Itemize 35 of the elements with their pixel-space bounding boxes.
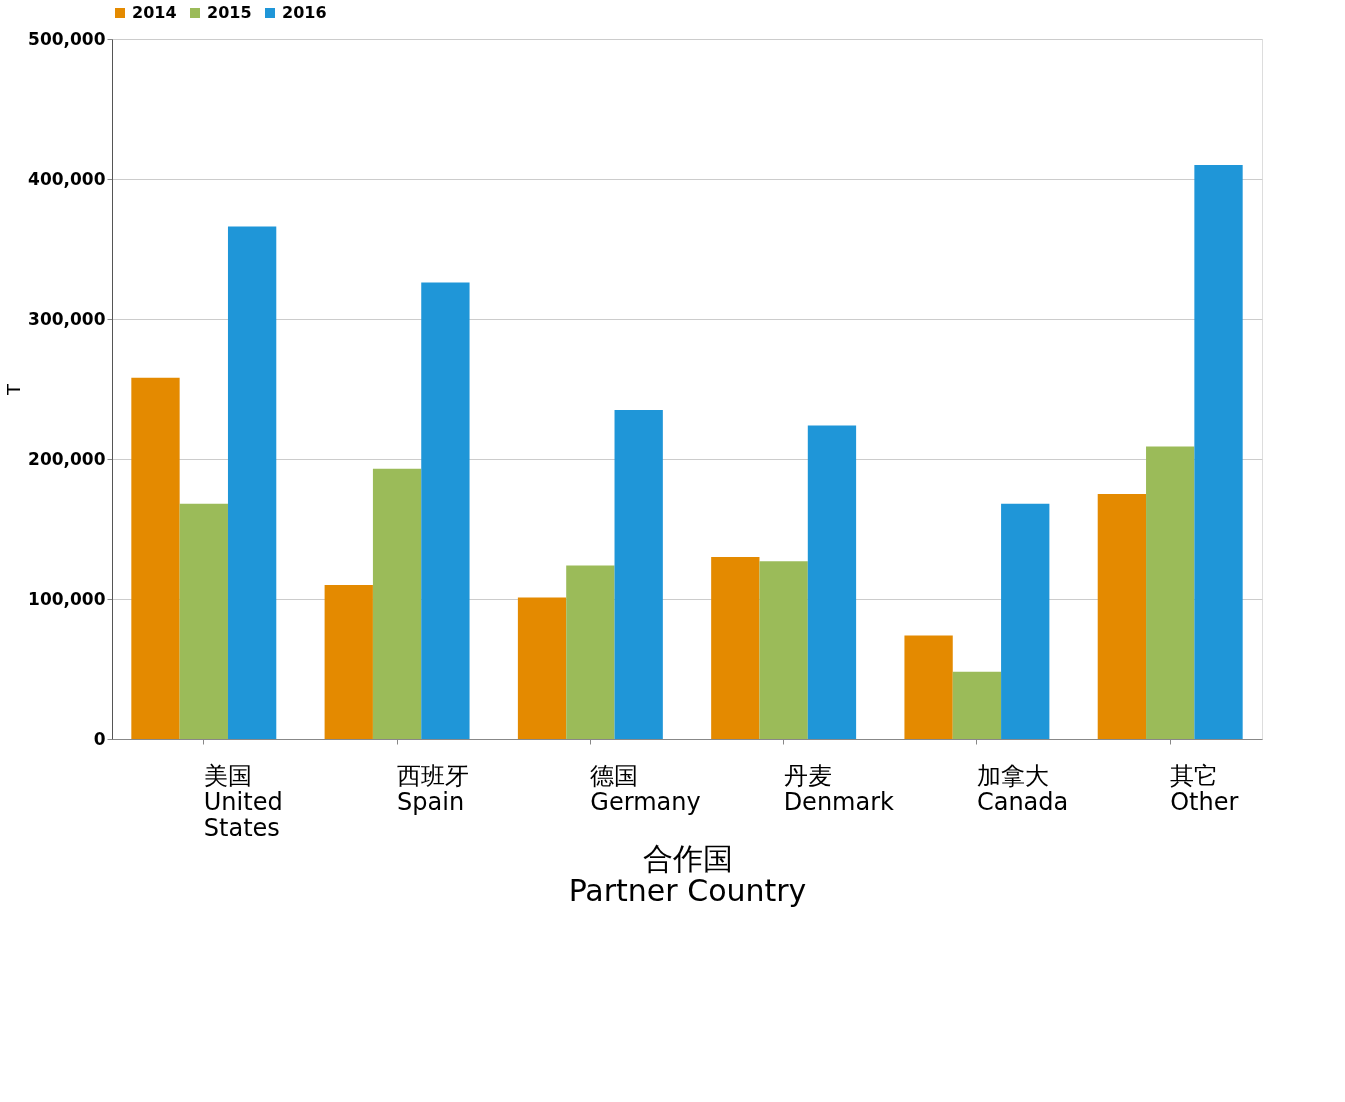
y-tick-label: 100,000 <box>28 588 106 609</box>
x-tick-label: 其它 Other <box>1170 761 1239 816</box>
bar <box>131 377 180 739</box>
bar <box>711 557 760 739</box>
bar <box>324 585 373 739</box>
y-tick-label: 400,000 <box>28 168 106 189</box>
x-tick-label: 西班牙 Spain <box>397 761 470 816</box>
bar <box>1146 446 1195 739</box>
x-tick-label: 丹麦 Denmark <box>783 761 895 816</box>
bar <box>1001 503 1050 739</box>
bar <box>807 425 857 739</box>
x-tick-label: 德国 Germany <box>590 761 701 816</box>
bar <box>421 282 470 739</box>
legend-label: 2015 <box>207 3 252 22</box>
x-tick-label: 加拿大 Canada <box>976 761 1069 816</box>
bar <box>1097 494 1147 739</box>
bar <box>179 503 228 739</box>
bar <box>759 561 808 739</box>
y-tick-label: 0 <box>93 728 106 749</box>
bar <box>566 565 615 739</box>
x-axis-title: 合作国 Partner Country <box>568 840 807 908</box>
bar <box>227 226 277 739</box>
x-tick-label: 美国 United States <box>203 761 283 842</box>
y-tick-label: 300,000 <box>28 308 106 329</box>
bar <box>517 597 567 739</box>
bar <box>952 671 1002 739</box>
legend-label: 2014 <box>132 3 177 22</box>
y-axis-title: T <box>3 383 25 396</box>
bar <box>372 468 422 739</box>
legend-label: 2016 <box>282 3 327 22</box>
bar <box>1194 165 1243 739</box>
bar <box>904 635 953 739</box>
y-tick-label: 500,000 <box>28 28 106 49</box>
y-tick-label: 200,000 <box>28 448 106 469</box>
bar <box>614 410 663 739</box>
